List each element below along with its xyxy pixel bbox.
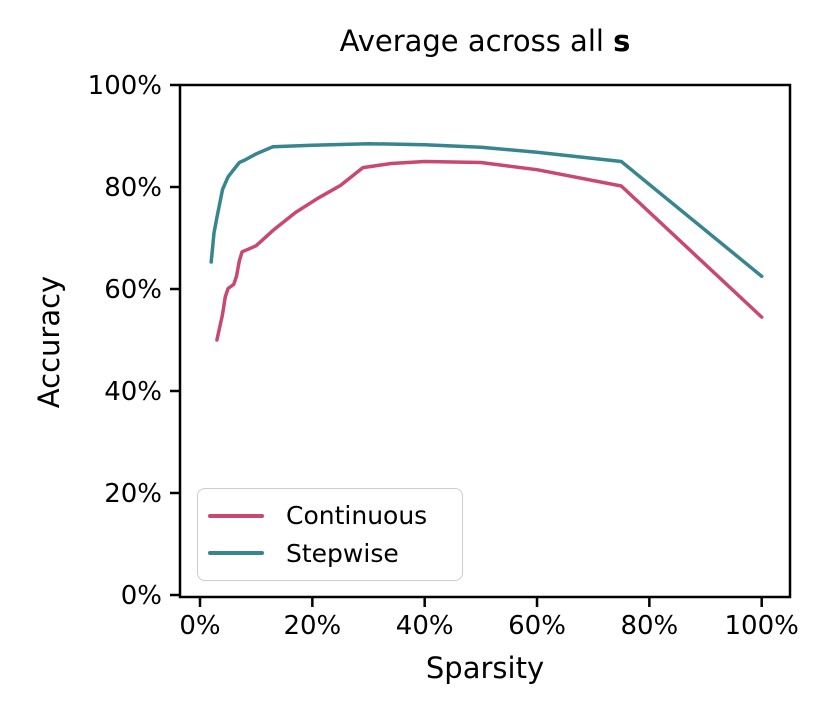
x-tick-label: 60% bbox=[508, 611, 566, 641]
legend-label-continuous: Continuous bbox=[286, 501, 428, 531]
chart-title: Average across all s bbox=[180, 24, 790, 58]
x-tick-label: 20% bbox=[283, 611, 341, 641]
x-tick-label: 80% bbox=[620, 611, 678, 641]
legend-item-continuous: Continuous bbox=[208, 501, 452, 530]
y-tick-label: 40% bbox=[104, 377, 162, 407]
stepwise-line-swatch bbox=[208, 551, 264, 556]
series-line-stepwise bbox=[209, 141, 764, 279]
x-tick-label: 0% bbox=[179, 611, 220, 641]
chart-title-bold-s: s bbox=[613, 24, 631, 58]
x-axis-label: Sparsity bbox=[425, 651, 545, 685]
chart-title-text: Average across all bbox=[339, 24, 614, 58]
y-tick-label: 60% bbox=[104, 275, 162, 305]
x-tick-label: 100% bbox=[725, 611, 799, 641]
y-tick-label: 80% bbox=[104, 173, 162, 203]
legend-item-stepwise: Stepwise bbox=[208, 539, 452, 568]
x-tick-label: 40% bbox=[396, 611, 454, 641]
y-axis-label: Accuracy bbox=[32, 275, 66, 409]
y-tick-label: 0% bbox=[121, 581, 162, 611]
legend: Continuous Stepwise bbox=[197, 488, 463, 581]
y-tick-label: 20% bbox=[104, 479, 162, 509]
series-line-continuous bbox=[215, 159, 764, 342]
continuous-line-swatch bbox=[208, 513, 264, 518]
axes-frame bbox=[178, 83, 792, 599]
legend-label-stepwise: Stepwise bbox=[286, 538, 399, 568]
y-tick-label: 100% bbox=[88, 71, 162, 101]
